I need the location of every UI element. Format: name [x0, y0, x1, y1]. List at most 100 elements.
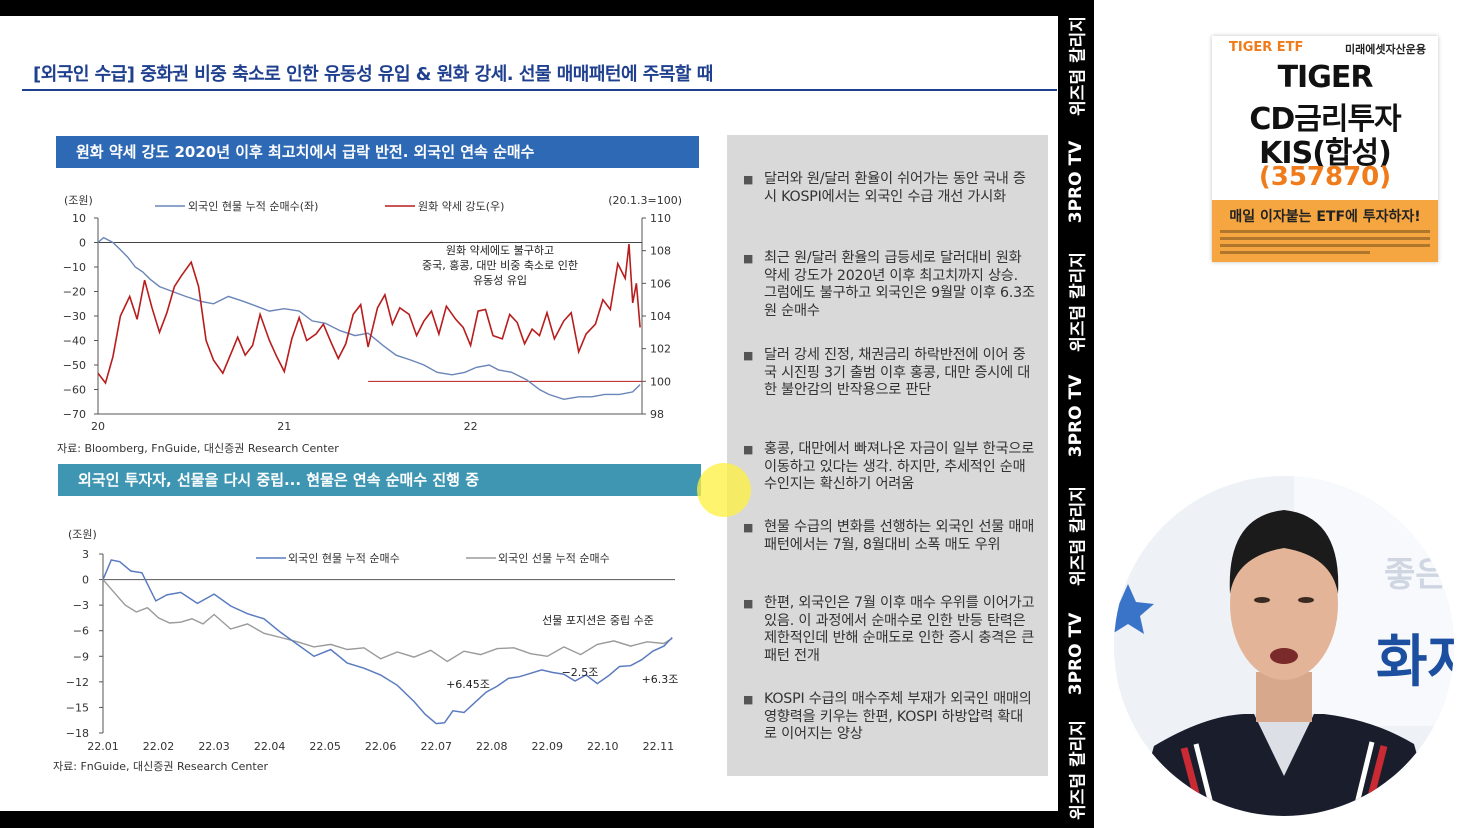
bullet-marker: ■	[743, 521, 754, 534]
ad-fineprint	[1220, 244, 1430, 247]
banner-label: 3PRO TV	[1066, 612, 1086, 696]
bullet-item: ■ KOSPI 수급의 매수주체 부재가 외국인 매매의 영향력을 키우는 한편,…	[743, 691, 1035, 744]
chart1-left-tick-label: 0	[79, 237, 86, 250]
chart1-left-tick-label: −50	[63, 359, 86, 372]
backdrop-text: 화자	[1376, 630, 1454, 695]
chart2-x-tick-label: 22.08	[476, 740, 508, 750]
ad-fineprint	[1220, 251, 1370, 254]
chart1-x-tick-label: 22	[464, 420, 478, 433]
chart1-title: 원화 약세 강도 2020년 이후 최고치에서 급락 반전. 외국인 연속 순매…	[56, 136, 699, 168]
chart2-x-tick-label: 22.03	[198, 740, 230, 750]
chart1-series-krw-weakness	[97, 244, 641, 385]
chart1-legend-label: 원화 약세 강도(우)	[418, 199, 504, 213]
bullet-marker: ■	[743, 173, 754, 186]
bullet-text: 달러 강세 진정, 채권금리 하락반전에 이어 중국 시진핑 3기 출범 이후 …	[764, 347, 1031, 398]
ad-fineprint	[1220, 230, 1430, 233]
chart1-plot: (조원) (20.1.3=100)100−10−20−30−40−50−60−70…	[63, 194, 682, 433]
bullet-panel: ■ 달러와 원/달러 환율이 쉬어가는 동안 국내 증시 KOSPI에서는 외국인…	[727, 135, 1048, 776]
chart2-y-tick-label: −15	[66, 701, 89, 714]
bullet-item: ■ 홍콩, 대만에서 빠져나온 자금이 일부 한국으로 이동하고 있다는 생각. …	[743, 441, 1035, 494]
banner-label: 위즈덤 칼리지	[1068, 720, 1089, 820]
slide-title: [외국인 수급] 중화권 비중 축소로 인한 유동성 유입 & 원화 강세. 선…	[33, 64, 713, 85]
chart1-right-tick-label: 102	[650, 343, 671, 356]
vertical-banner	[1058, 0, 1094, 828]
ad-line3: KIS(합성)	[1259, 136, 1392, 171]
bullet-item: ■ 달러 강세 진정, 채권금리 하락반전에 이어 중국 시진핑 3기 출범 이후…	[743, 347, 1035, 400]
tiger-etf-ad: TIGER ETF 미래에셋자산운용 TIGER CD금리투자 KIS(합성) …	[1212, 36, 1438, 262]
chart2-annotation: 선물 포지션은 중립 수준	[542, 614, 654, 627]
bullet-text: 현물 수급의 변화를 선행하는 외국인 선물 매매패턴에서는 7월, 8월대비 …	[764, 519, 1035, 553]
ad-slogan: 매일 이자붙는 ETF에 투자하자!	[1229, 209, 1421, 225]
chart1-right-tick-label: 98	[650, 408, 664, 421]
chart2-x-tick-label: 22.11	[643, 740, 675, 750]
chart1-left-tick-label: −60	[63, 384, 86, 397]
chart1-left-tick-label: −20	[63, 286, 86, 299]
bullet-marker: ■	[743, 252, 754, 265]
chart2-y-tick-label: −12	[66, 676, 89, 689]
chart2-y-tick-label: 0	[82, 574, 89, 587]
banner-label: 3PRO TV	[1066, 140, 1086, 224]
bullet-text: 달러와 원/달러 환율이 쉬어가는 동안 국내 증시 KOSPI에서는 외국인 …	[764, 171, 1026, 205]
chart1-legend-label: 외국인 현물 누적 순매수(좌)	[188, 200, 318, 213]
bullet-marker: ■	[743, 443, 754, 456]
chart1-right-tick-label: 108	[650, 245, 671, 258]
ad-code: (357870)	[1258, 162, 1392, 192]
chart2-series-foreign-futures	[102, 579, 673, 663]
banner-label: 3PRO TV	[1066, 374, 1086, 458]
chart1-right-tick-label: 110	[650, 212, 671, 225]
chart2-left-unit: (조원)	[68, 528, 97, 541]
presenter-image: 좋은 화자	[1114, 476, 1454, 816]
cursor-highlight	[697, 463, 751, 517]
chart1-source: 자료: Bloomberg, FnGuide, 대신증권 Research Ce…	[57, 442, 339, 455]
bullet-marker: ■	[743, 597, 754, 610]
chart2-x-tick-label: 22.05	[309, 740, 341, 750]
chart2-annotation: +6.45조	[446, 678, 490, 691]
chart2-x-tick-label: 22.10	[587, 740, 619, 750]
chart2-y-tick-label: −6	[73, 625, 89, 638]
bullet-item: ■ 달러와 원/달러 환율이 쉬어가는 동안 국내 증시 KOSPI에서는 외국인…	[743, 171, 1035, 206]
chart2-x-tick-label: 22.07	[420, 740, 452, 750]
bullet-text: 최근 원/달러 환율의 급등세로 달러대비 원화 약세 강도가 2020년 이후…	[764, 250, 1035, 319]
ad-brand: TIGER ETF	[1229, 40, 1304, 55]
ad-company: 미래에셋자산운용	[1345, 43, 1426, 56]
presenter-video: 좋은 화자	[1114, 476, 1454, 816]
chart2-annotation: −2.5조	[562, 666, 599, 679]
chart1-right-tick-label: 104	[650, 310, 671, 323]
chart2-y-tick-label: −9	[73, 650, 89, 663]
chart2-x-tick-label: 22.09	[532, 740, 564, 750]
chart2-source: 자료: FnGuide, 대신증권 Research Center	[53, 760, 268, 773]
chart1-right-tick-label: 106	[650, 277, 671, 290]
chart1-series-foreign-spot	[97, 236, 641, 401]
bullet-item: ■ 현물 수급의 변화를 선행하는 외국인 선물 매매패턴에서는 7월, 8월대비…	[743, 519, 1035, 554]
chart1-left-tick-label: −10	[63, 261, 86, 274]
banner-label: 위즈덤 칼리지	[1068, 252, 1089, 352]
chart2-legend-label: 외국인 현물 누적 순매수	[288, 552, 400, 565]
bullet-item: ■ 한편, 외국인은 7월 이후 매수 우위를 이어가고 있음. 이 과정에서 순…	[743, 595, 1035, 665]
title-rule	[22, 89, 1057, 91]
chart1-right-unit: (20.1.3=100)	[608, 194, 682, 207]
chart1-annotation: 중국, 홍콩, 대만 비중 축소로 인한	[422, 258, 578, 272]
chart1-left-tick-label: −40	[63, 335, 86, 348]
chart1-left-tick-label: −70	[63, 408, 86, 421]
chart2-series-foreign-spot	[102, 559, 673, 725]
ad-bar: 매일 이자붙는 ETF에 투자하자!	[1212, 200, 1438, 262]
chart2-title: 외국인 투자자, 선물을 다시 중립... 현물은 연속 순매수 진행 중	[58, 464, 701, 496]
chart1-x-tick-label: 20	[91, 420, 105, 433]
bullet-text: KOSPI 수급의 매수주체 부재가 외국인 매매의 영향력을 키우는 한편, …	[764, 691, 1032, 742]
bullet-marker: ■	[743, 349, 754, 362]
chart1-right-tick-label: 100	[650, 375, 671, 388]
bullet-marker: ■	[743, 693, 754, 706]
chart2-annotation: +6.3조	[642, 673, 679, 686]
slide: [외국인 수급] 중화권 비중 축소로 인한 유동성 유입 & 원화 강세. 선…	[0, 16, 1058, 811]
chart2-y-tick-label: 3	[82, 548, 89, 561]
bullet-item: ■ 최근 원/달러 환율의 급등세로 달러대비 원화 약세 강도가 2020년 이…	[743, 250, 1035, 320]
bullet-text: 홍콩, 대만에서 빠져나온 자금이 일부 한국으로 이동하고 있다는 생각. 하…	[764, 441, 1035, 492]
chart2-y-tick-label: −18	[66, 727, 89, 740]
chart2-x-tick-label: 22.01	[87, 740, 119, 750]
chart2-x-tick-label: 22.04	[254, 740, 285, 750]
bullet-text: 한편, 외국인은 7월 이후 매수 우위를 이어가고 있음. 이 과정에서 순매…	[764, 595, 1035, 664]
chart1-left-unit: (조원)	[64, 194, 93, 207]
chart2-x-tick-label: 22.02	[143, 740, 175, 750]
banner-label: 위즈덤 칼리지	[1068, 16, 1089, 116]
